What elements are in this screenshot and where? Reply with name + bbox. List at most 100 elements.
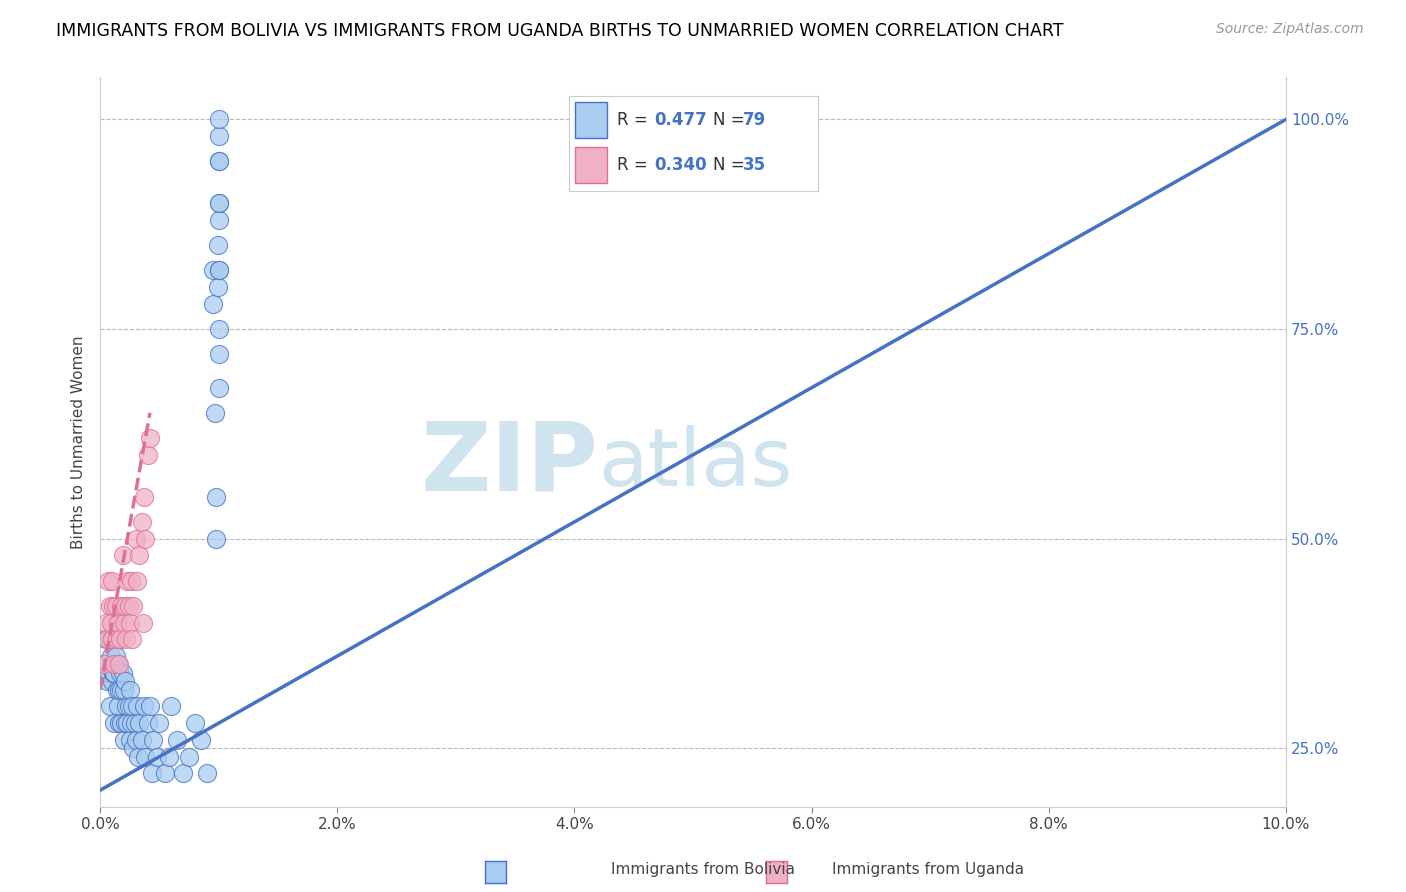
Point — [139, 699, 162, 714]
Point — [117, 599, 139, 613]
Point — [208, 196, 231, 211]
Point — [121, 699, 143, 714]
Point — [205, 490, 228, 504]
Point — [122, 741, 145, 756]
Point — [101, 574, 124, 588]
Point — [117, 699, 139, 714]
Point — [208, 322, 231, 336]
Point — [110, 716, 132, 731]
Point — [98, 599, 121, 613]
Point — [160, 699, 183, 714]
Point — [125, 732, 148, 747]
Point — [118, 615, 141, 630]
Point — [127, 749, 149, 764]
Point — [146, 749, 169, 764]
Point — [97, 574, 120, 588]
Point — [136, 448, 159, 462]
Point — [103, 716, 125, 731]
Point — [110, 632, 132, 647]
Point — [110, 632, 132, 647]
Text: atlas: atlas — [598, 425, 793, 503]
Point — [122, 599, 145, 613]
Point — [157, 749, 180, 764]
Point — [104, 648, 127, 663]
Point — [120, 716, 142, 731]
Point — [201, 263, 224, 277]
Point — [108, 716, 131, 731]
Point — [93, 657, 115, 672]
Point — [96, 674, 118, 689]
Point — [205, 532, 228, 546]
Point — [208, 381, 231, 395]
Point — [112, 615, 135, 630]
Point — [117, 574, 139, 588]
Point — [108, 682, 131, 697]
Point — [208, 154, 231, 169]
Text: ZIP: ZIP — [420, 417, 598, 510]
Point — [118, 732, 141, 747]
Point — [114, 716, 136, 731]
Point — [107, 699, 129, 714]
Point — [125, 532, 148, 546]
Point — [208, 263, 231, 277]
Point — [103, 665, 125, 680]
Point — [128, 549, 150, 563]
Point — [208, 154, 231, 169]
Point — [204, 406, 226, 420]
Point — [104, 615, 127, 630]
Point — [208, 129, 231, 144]
Point — [134, 749, 156, 764]
Point — [195, 766, 218, 780]
Point — [208, 347, 231, 361]
Point — [111, 549, 134, 563]
Point — [112, 732, 135, 747]
Point — [111, 665, 134, 680]
Point — [100, 648, 122, 663]
Point — [139, 431, 162, 445]
Point — [101, 674, 124, 689]
Point — [172, 766, 194, 780]
Point — [134, 532, 156, 546]
Point — [201, 297, 224, 311]
Point — [98, 632, 121, 647]
Point — [131, 732, 153, 747]
Point — [132, 490, 155, 504]
Point — [101, 665, 124, 680]
Point — [103, 657, 125, 672]
Point — [112, 682, 135, 697]
Point — [93, 657, 115, 672]
Point — [208, 196, 231, 211]
Point — [107, 615, 129, 630]
Point — [101, 599, 124, 613]
Point — [110, 599, 132, 613]
Point — [94, 632, 117, 647]
Point — [207, 280, 229, 294]
Point — [110, 682, 132, 697]
Point — [208, 213, 231, 227]
Point — [98, 699, 121, 714]
Point — [207, 238, 229, 252]
Point — [166, 732, 188, 747]
Point — [208, 112, 231, 127]
Point — [136, 716, 159, 731]
Point — [96, 632, 118, 647]
Point — [107, 657, 129, 672]
Point — [114, 599, 136, 613]
Text: IMMIGRANTS FROM BOLIVIA VS IMMIGRANTS FROM UGANDA BIRTHS TO UNMARRIED WOMEN CORR: IMMIGRANTS FROM BOLIVIA VS IMMIGRANTS FR… — [56, 22, 1064, 40]
Point — [100, 615, 122, 630]
Point — [101, 632, 124, 647]
Point — [177, 749, 200, 764]
Point — [142, 732, 165, 747]
Point — [101, 657, 124, 672]
Point — [120, 574, 142, 588]
Text: Immigrants from Bolivia: Immigrants from Bolivia — [612, 863, 794, 877]
Point — [101, 632, 124, 647]
Point — [124, 716, 146, 731]
Point — [114, 674, 136, 689]
Point — [184, 716, 207, 731]
Point — [105, 632, 128, 647]
Point — [125, 574, 148, 588]
Point — [121, 632, 143, 647]
Point — [105, 682, 128, 697]
Point — [155, 766, 177, 780]
